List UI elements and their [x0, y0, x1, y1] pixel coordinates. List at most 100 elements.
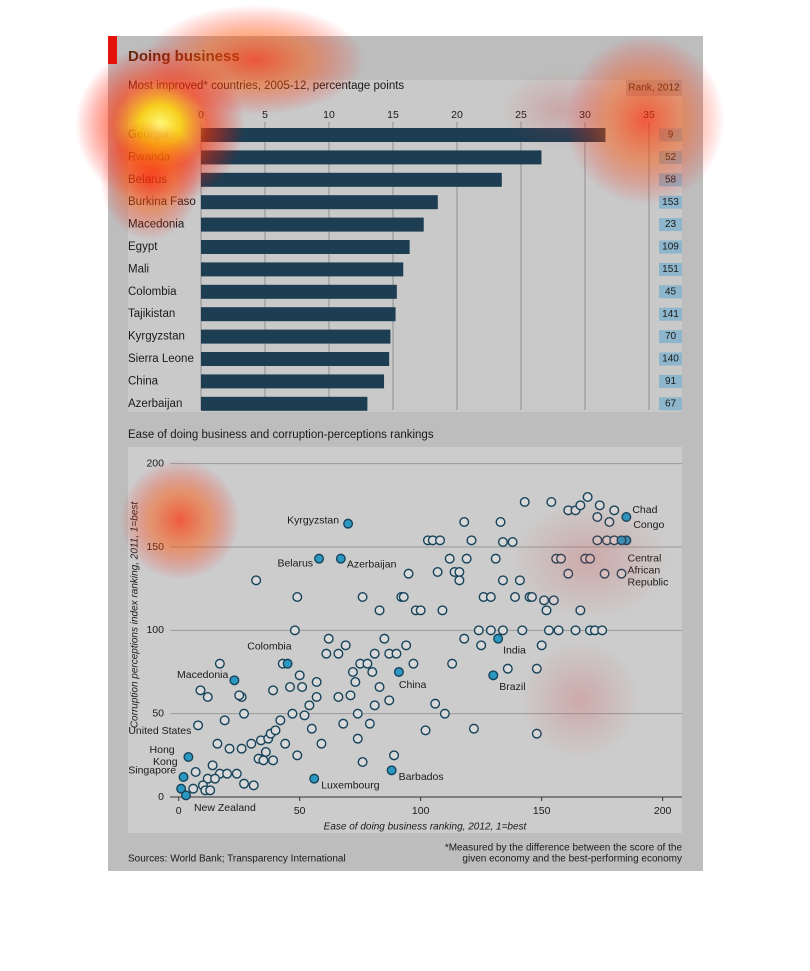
point	[485, 625, 496, 636]
point	[275, 715, 286, 726]
point	[454, 567, 465, 578]
point	[364, 718, 375, 729]
point	[389, 750, 400, 761]
highlighted-point	[314, 553, 325, 564]
y-tick-label: Belarus	[128, 174, 167, 186]
point	[401, 640, 412, 651]
point-label: Colombia	[247, 640, 292, 652]
bar	[201, 284, 397, 299]
point	[193, 720, 204, 731]
point	[459, 633, 470, 644]
point	[352, 708, 363, 719]
point	[205, 785, 216, 796]
rank-header: Rank, 2012	[628, 83, 680, 94]
point	[497, 537, 508, 548]
point	[468, 723, 479, 734]
point	[563, 568, 574, 579]
bar	[201, 329, 391, 344]
bar	[201, 172, 502, 187]
rank-label: 45	[665, 286, 677, 297]
rank-label: 52	[665, 152, 677, 163]
point	[260, 747, 271, 758]
point	[430, 698, 441, 709]
rank-box	[659, 330, 682, 344]
point-label: Congo	[633, 519, 664, 531]
point	[207, 760, 218, 771]
point	[304, 700, 315, 711]
point	[444, 553, 455, 564]
point	[476, 640, 487, 651]
point	[236, 743, 247, 754]
point	[466, 535, 477, 546]
scatter-title: Ease of doing business and corruption-pe…	[128, 429, 434, 441]
y-tick-label: 50	[152, 707, 164, 719]
point	[285, 682, 296, 693]
point	[592, 512, 603, 523]
rank-label: 70	[665, 331, 677, 342]
point-label: New Zealand	[194, 802, 256, 814]
point	[585, 553, 596, 564]
point	[604, 517, 615, 528]
y-tick-label: Macedonia	[128, 219, 185, 231]
rank-box	[659, 285, 682, 299]
x-tick-label: 150	[533, 805, 551, 817]
point	[526, 592, 537, 603]
highlighted-point	[335, 553, 346, 564]
highlighted-point	[176, 783, 187, 794]
point	[575, 500, 586, 511]
point	[507, 537, 518, 548]
point	[212, 738, 223, 749]
point	[510, 592, 521, 603]
point	[299, 710, 310, 721]
point	[439, 708, 450, 719]
point	[270, 725, 281, 736]
point	[224, 743, 235, 754]
y-axis-title: Corruption perceptions index ranking, 20…	[130, 501, 141, 729]
point	[497, 625, 508, 636]
rank-label: 91	[665, 376, 677, 387]
point	[292, 592, 303, 603]
point	[292, 750, 303, 761]
point	[350, 677, 361, 688]
point-label: Brazil	[499, 681, 525, 693]
y-tick-label: Rwanda	[128, 151, 171, 163]
bar	[201, 374, 385, 389]
point	[379, 633, 390, 644]
point	[408, 658, 419, 669]
x-tick-label: 200	[654, 805, 672, 817]
point	[239, 778, 250, 789]
x-tick-label: 5	[262, 109, 268, 121]
point-label: Singapore	[128, 764, 176, 776]
point	[268, 755, 279, 766]
point	[362, 658, 373, 669]
highlighted-point	[393, 667, 404, 678]
point	[268, 685, 279, 696]
point	[316, 738, 327, 749]
point	[391, 648, 402, 659]
point	[248, 780, 259, 791]
point	[239, 708, 250, 719]
point-label: Kyrgyzstan	[287, 514, 339, 526]
point-label: Azerbaijan	[347, 558, 397, 570]
point	[234, 690, 245, 701]
rank-box	[659, 240, 682, 254]
x-tick-label: 50	[294, 805, 306, 817]
point	[311, 692, 322, 703]
rank-label: 9	[668, 130, 674, 141]
y-tick-label: 0	[158, 791, 164, 803]
point	[287, 708, 298, 719]
point	[546, 497, 557, 508]
point	[531, 728, 542, 739]
point	[531, 663, 542, 674]
y-tick-label: Tajikistan	[128, 308, 175, 320]
bar	[201, 307, 396, 322]
point-label: Belarus	[277, 557, 313, 569]
bar	[201, 396, 368, 411]
highlighted-point	[183, 752, 194, 763]
point	[311, 677, 322, 688]
bar	[201, 128, 606, 142]
point	[323, 633, 334, 644]
footnote: given economy and the best-performing ec…	[462, 854, 682, 865]
point	[374, 682, 385, 693]
